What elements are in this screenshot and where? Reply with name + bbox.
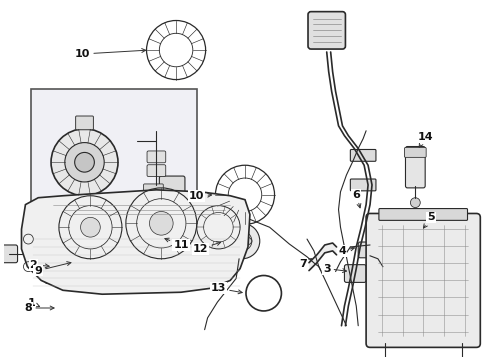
FancyBboxPatch shape	[344, 265, 366, 282]
Circle shape	[80, 217, 100, 237]
Text: 2: 2	[29, 260, 49, 270]
FancyBboxPatch shape	[31, 89, 197, 232]
Circle shape	[149, 212, 173, 235]
Polygon shape	[22, 190, 250, 294]
Text: 12: 12	[193, 242, 220, 254]
FancyBboxPatch shape	[358, 242, 382, 258]
Circle shape	[74, 152, 95, 172]
FancyBboxPatch shape	[350, 149, 376, 161]
FancyBboxPatch shape	[144, 184, 163, 196]
Text: 7: 7	[299, 259, 312, 269]
FancyBboxPatch shape	[350, 179, 376, 191]
FancyBboxPatch shape	[308, 12, 345, 49]
Text: 6: 6	[352, 190, 361, 208]
Text: 10: 10	[189, 191, 212, 201]
Circle shape	[224, 223, 260, 259]
Text: 11: 11	[165, 238, 189, 250]
Text: 5: 5	[423, 212, 435, 228]
FancyBboxPatch shape	[406, 147, 425, 188]
FancyBboxPatch shape	[147, 165, 166, 176]
Text: 14: 14	[417, 132, 433, 147]
FancyBboxPatch shape	[379, 208, 467, 220]
FancyBboxPatch shape	[45, 267, 71, 283]
Text: 3: 3	[323, 264, 346, 274]
FancyBboxPatch shape	[366, 213, 480, 347]
FancyBboxPatch shape	[2, 245, 18, 263]
Circle shape	[411, 198, 420, 208]
Text: 4: 4	[339, 246, 354, 256]
Text: 8: 8	[24, 303, 54, 313]
FancyBboxPatch shape	[147, 151, 166, 163]
Text: 13: 13	[211, 283, 242, 294]
FancyBboxPatch shape	[405, 148, 426, 157]
FancyBboxPatch shape	[75, 116, 94, 130]
Text: 9: 9	[34, 262, 71, 276]
Circle shape	[232, 231, 252, 251]
Text: 1: 1	[27, 298, 40, 308]
Polygon shape	[309, 243, 337, 271]
Circle shape	[65, 143, 104, 182]
Text: 10: 10	[75, 49, 146, 59]
FancyBboxPatch shape	[159, 176, 185, 194]
Circle shape	[51, 129, 118, 196]
